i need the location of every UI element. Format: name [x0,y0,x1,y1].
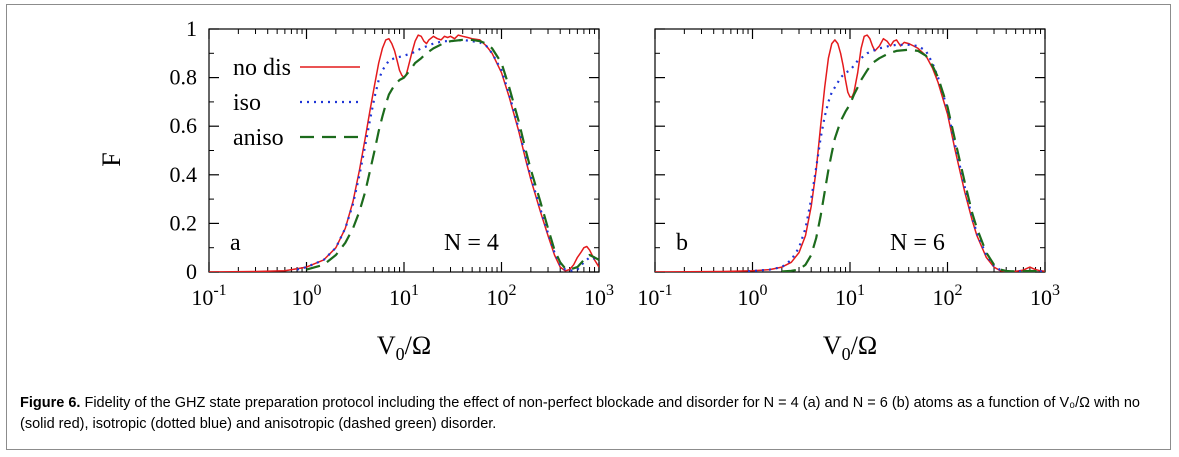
x-tick-label: 102 [487,282,517,310]
legend-label-iso: iso [233,90,261,116]
figure-chart: 10-1 100 101 102 103 0 0.2 0.4 0.6 0.8 1 V0/Ω Fno di… [97,16,1060,364]
y-tick-label: 0.4 [170,162,198,187]
caption-label: Figure 6. [20,395,81,411]
y-tick-label: 1 [186,16,197,41]
series-line-iso [747,43,1045,272]
x-axis-label: V0/Ω [377,331,431,364]
legend-label-aniso: aniso [233,125,284,151]
x-tick-label: 10-1 [191,282,226,310]
x-axis-label: V0/Ω [823,331,877,364]
x-tick-label: 102 [933,282,963,310]
series-line-no-dis [655,34,1045,272]
x-tick-label: 103 [584,282,614,310]
panel-annotation: N = 6 [890,230,945,256]
series-line-aniso [306,38,599,271]
x-tick-label: 100 [292,282,322,310]
legend-label-no-dis: no dis [233,55,291,81]
panel-a: 10-1 100 101 102 103 0 0.2 0.4 0.6 0.8 1 V0/Ω Fno di… [97,16,614,364]
y-tick-label: 0 [186,259,197,284]
panel-label: b [676,230,688,256]
series-line-aniso [781,48,1045,272]
series-line-no-dis [209,34,599,272]
y-tick-label: 0.2 [170,210,198,235]
x-tick-label: 100 [738,282,768,310]
x-tick-label: 101 [389,282,419,310]
x-tick-label: 101 [835,282,865,310]
plot-frame [654,28,1046,273]
y-tick-label: 0.6 [170,113,198,138]
x-tick-label: 10-1 [637,282,672,310]
figure-caption: Figure 6. Fidelity of the GHZ state prep… [20,393,1160,435]
caption-text: Fidelity of the GHZ state preparation pr… [20,395,1140,432]
x-tick-label: 103 [1030,282,1060,310]
figure-frame [6,4,1171,450]
y-axis-label: F [97,152,126,166]
panel-annotation: N = 4 [444,230,499,256]
panel-label: a [230,230,241,256]
panel-b: 10-1 100 101 102 103 V0/Ω b N = 6 [637,28,1060,364]
y-tick-label: 0.8 [170,65,198,90]
